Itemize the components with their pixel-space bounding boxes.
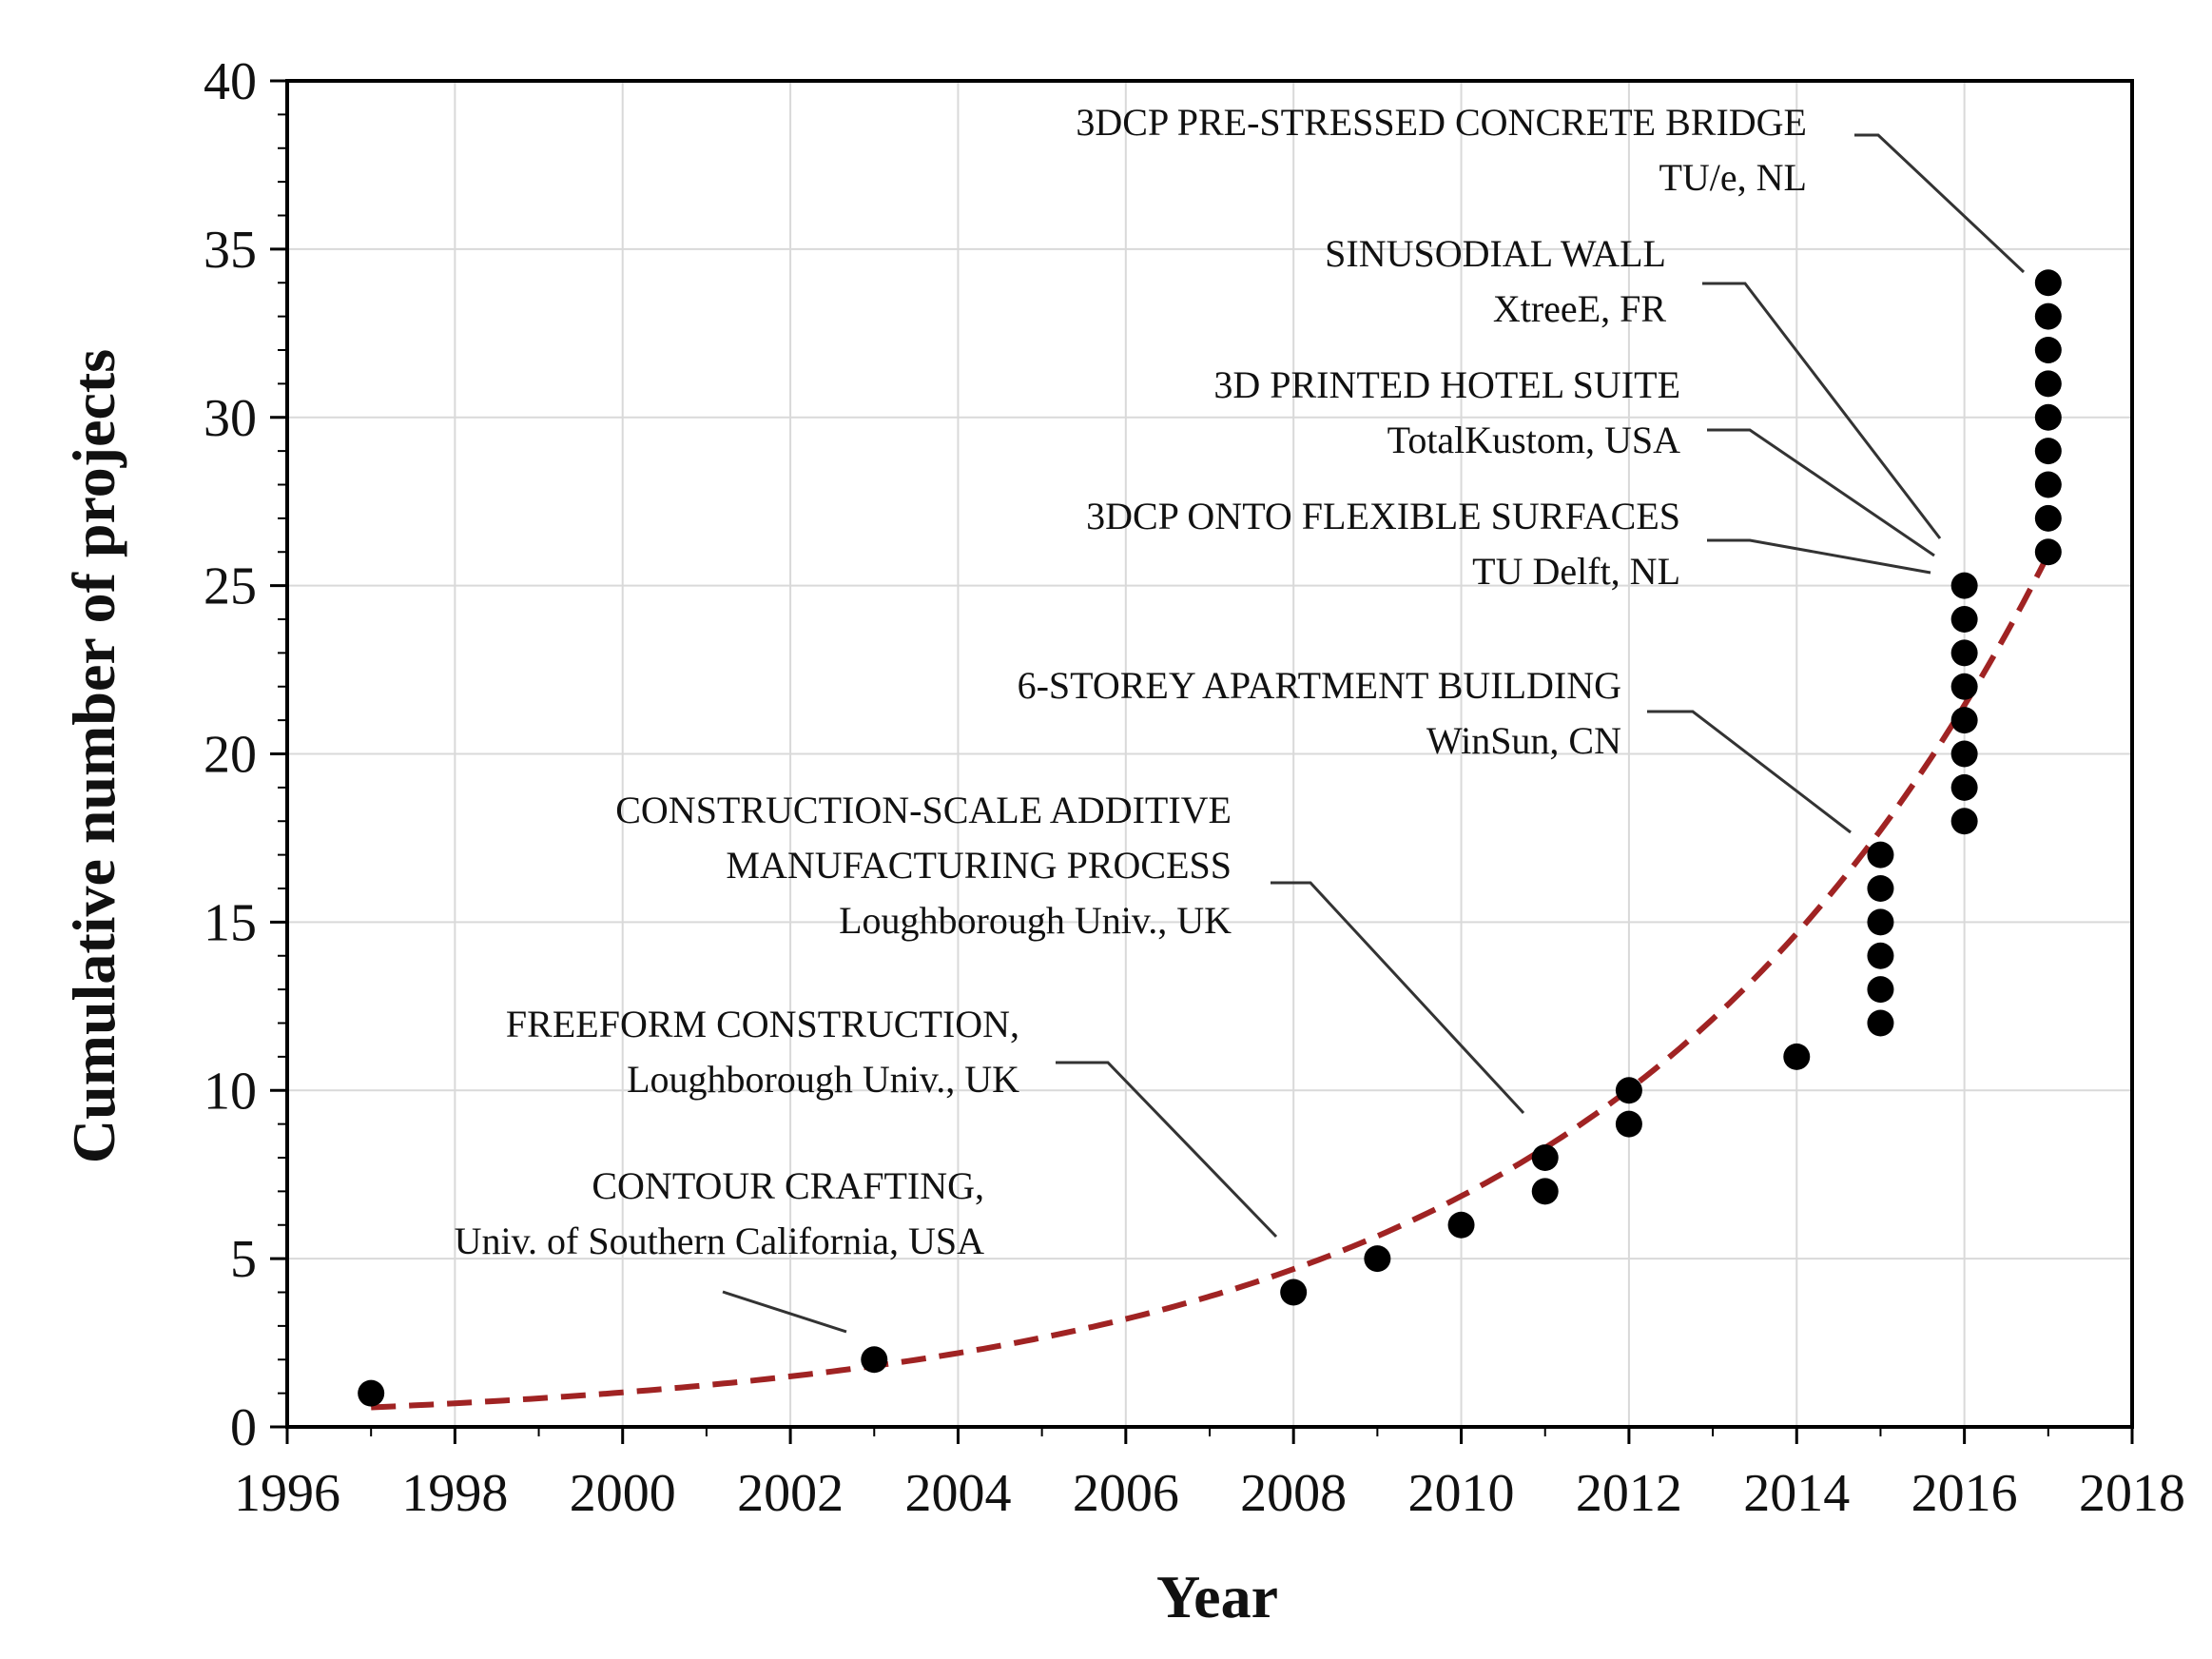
annotation: 3DCP ONTO FLEXIBLE SURFACES TU Delft, NL bbox=[1086, 495, 1680, 593]
data-point bbox=[1867, 875, 1894, 902]
annotation: FREEFORM CONSTRUCTION, Loughborough Univ.… bbox=[506, 1003, 1019, 1101]
data-point bbox=[1867, 976, 1894, 1004]
data-point bbox=[1447, 1211, 1475, 1239]
annotation-line: MANUFACTURING PROCESS bbox=[726, 844, 1232, 887]
annotation-line: 6-STOREY APARTMENT BUILDING bbox=[1018, 664, 1621, 707]
x-tick-label: 2004 bbox=[904, 1464, 1011, 1523]
data-point bbox=[1615, 1110, 1642, 1138]
data-point bbox=[1364, 1245, 1391, 1273]
y-tick-label: 40 bbox=[204, 52, 257, 111]
x-tick-label: 1998 bbox=[401, 1464, 508, 1523]
y-tick-label: 25 bbox=[204, 557, 257, 616]
data-point bbox=[1950, 773, 1978, 801]
annotation-line: Univ. of Southern California, USA bbox=[455, 1220, 984, 1262]
data-point bbox=[2034, 370, 2062, 398]
annotation-line: 3DCP ONTO FLEXIBLE SURFACES bbox=[1086, 495, 1680, 537]
data-points bbox=[358, 269, 2062, 1407]
annotation-leader bbox=[722, 1290, 847, 1334]
annotation-line: CONSTRUCTION-SCALE ADDITIVE bbox=[615, 789, 1232, 831]
annotation-line: TotalKustom, USA bbox=[1387, 419, 1680, 461]
annotation-leaders bbox=[722, 133, 2026, 1334]
annotation-line: TU Delft, NL bbox=[1472, 550, 1680, 593]
y-tick-label: 35 bbox=[204, 221, 257, 280]
data-point bbox=[1867, 1009, 1894, 1037]
data-point bbox=[2034, 403, 2062, 431]
x-tick-label: 2008 bbox=[1240, 1464, 1347, 1523]
annotation-leader bbox=[1707, 428, 1935, 557]
data-point bbox=[358, 1379, 385, 1407]
annotation: 3DCP PRE-STRESSED CONCRETE BRIDGE TU/e, N… bbox=[1076, 101, 1807, 199]
data-point bbox=[1531, 1178, 1559, 1205]
data-point bbox=[2034, 303, 2062, 330]
x-tick-label: 2002 bbox=[737, 1464, 844, 1523]
data-point bbox=[1950, 740, 1978, 768]
data-point bbox=[2034, 471, 2062, 498]
data-point bbox=[1280, 1278, 1308, 1306]
data-point bbox=[1950, 572, 1978, 599]
x-axis-title: Year bbox=[1156, 1563, 1278, 1630]
annotation-line: 3DCP PRE-STRESSED CONCRETE BRIDGE bbox=[1076, 101, 1807, 144]
annotation-line: 3D PRINTED HOTEL SUITE bbox=[1213, 363, 1680, 406]
data-point bbox=[1615, 1077, 1642, 1104]
y-tick-label: 10 bbox=[204, 1062, 257, 1121]
annotation-line: CONTOUR CRAFTING, bbox=[592, 1164, 984, 1207]
data-point bbox=[1867, 942, 1894, 969]
data-point bbox=[2034, 438, 2062, 465]
trend-line bbox=[371, 553, 2051, 1411]
data-point bbox=[1950, 808, 1978, 835]
data-point bbox=[1531, 1144, 1559, 1171]
y-axis-title: Cumulative number of projects bbox=[60, 349, 127, 1163]
x-tick-label: 2012 bbox=[1576, 1464, 1682, 1523]
plot-frame bbox=[285, 79, 2134, 1429]
annotation-line: SINUSODIAL WALL bbox=[1325, 232, 1666, 275]
tick-labels: 1996 1998 2000 2002 2004 2006 2008 2010 2012 2014… bbox=[204, 52, 2185, 1523]
data-point bbox=[1867, 841, 1894, 869]
x-tick-label: 2010 bbox=[1408, 1464, 1515, 1523]
y-tick-label: 15 bbox=[204, 893, 257, 952]
annotation-leader bbox=[1707, 538, 1931, 575]
x-tick-label: 2000 bbox=[570, 1464, 676, 1523]
annotation-leader bbox=[1854, 133, 2026, 274]
annotation-leader bbox=[1647, 710, 1852, 834]
annotation: 6-STOREY APARTMENT BUILDING WinSun, CN bbox=[1018, 664, 1621, 762]
data-point bbox=[1950, 606, 1978, 633]
annotation-line: XtreeE, FR bbox=[1493, 287, 1667, 330]
annotation-labels: CONTOUR CRAFTING, Univ. of Southern Calif… bbox=[455, 101, 1807, 1262]
annotation-line: Loughborough Univ., UK bbox=[839, 899, 1232, 942]
annotation: CONTOUR CRAFTING, Univ. of Southern Calif… bbox=[455, 1164, 984, 1262]
data-point bbox=[1950, 707, 1978, 734]
annotation-line: TU/e, NL bbox=[1659, 156, 1807, 199]
annotation: SINUSODIAL WALL XtreeE, FR bbox=[1325, 232, 1666, 330]
data-point bbox=[2034, 538, 2062, 566]
annotation-leader bbox=[1056, 1061, 1278, 1239]
data-point bbox=[2034, 504, 2062, 532]
axes bbox=[270, 79, 2134, 1444]
data-point bbox=[2034, 269, 2062, 297]
x-tick-label: 1996 bbox=[234, 1464, 340, 1523]
annotation: CONSTRUCTION-SCALE ADDITIVE MANUFACTURING… bbox=[615, 789, 1232, 942]
annotation-line: FREEFORM CONSTRUCTION, bbox=[506, 1003, 1019, 1045]
x-tick-label: 2014 bbox=[1743, 1464, 1850, 1523]
x-tick-label: 2018 bbox=[2079, 1464, 2185, 1523]
data-point bbox=[2034, 337, 2062, 363]
data-point bbox=[1867, 908, 1894, 936]
annotation-line: WinSun, CN bbox=[1426, 719, 1621, 762]
data-point bbox=[1783, 1043, 1811, 1070]
y-tick-label: 5 bbox=[230, 1230, 257, 1289]
data-point bbox=[861, 1346, 888, 1374]
data-point bbox=[1950, 673, 1978, 700]
y-tick-label: 20 bbox=[204, 726, 257, 785]
data-point bbox=[1950, 639, 1978, 667]
x-tick-label: 2016 bbox=[1911, 1464, 2018, 1523]
y-tick-label: 30 bbox=[204, 389, 257, 448]
y-tick-label: 0 bbox=[230, 1398, 257, 1457]
annotation-leader bbox=[1702, 282, 1942, 539]
trend-layer bbox=[371, 553, 2051, 1411]
x-tick-label: 2006 bbox=[1073, 1464, 1179, 1523]
annotation: 3D PRINTED HOTEL SUITE TotalKustom, USA bbox=[1213, 363, 1680, 461]
annotation-line: Loughborough Univ., UK bbox=[627, 1058, 1019, 1101]
annotation-leader bbox=[1271, 881, 1525, 1115]
